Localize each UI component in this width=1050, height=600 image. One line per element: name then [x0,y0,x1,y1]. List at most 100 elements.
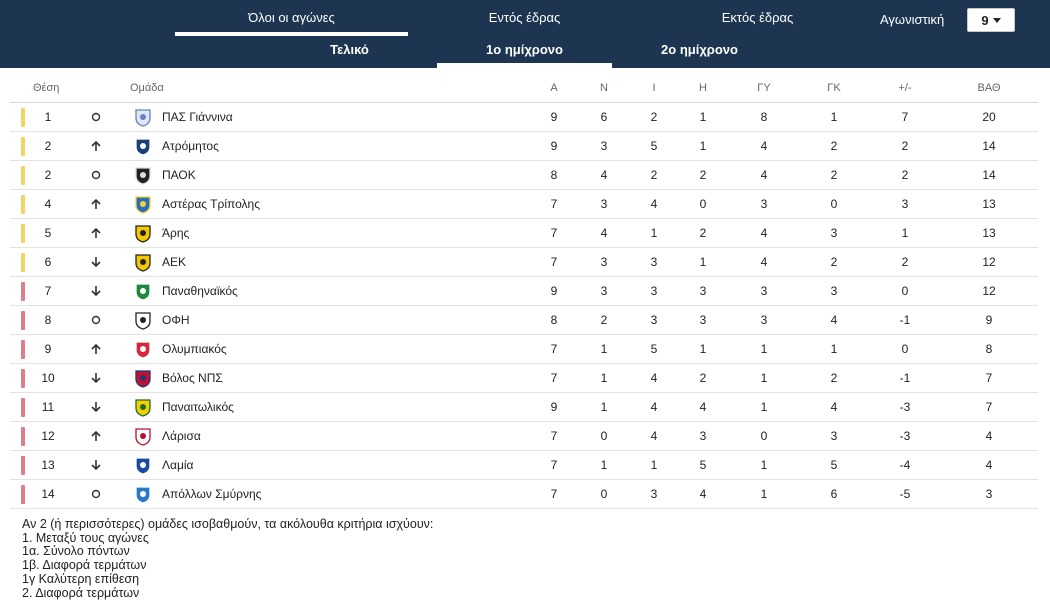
team-name[interactable]: ΑΕΚ [162,255,187,269]
team-name[interactable]: Αστέρας Τρίπολης [162,197,260,211]
losses-cell: 5 [699,458,707,472]
team-name[interactable]: Λάρισα [162,429,201,443]
team-name[interactable]: ΠΑΟΚ [162,168,196,182]
tab-home[interactable]: Εντός έδρας [488,10,561,25]
team-name[interactable]: Άρης [162,226,190,240]
table-row[interactable]: 9 Ολυμπιακός 7 1 5 1 1 1 0 8 [10,335,1038,364]
table-row[interactable]: 5 Άρης 7 4 1 2 4 3 1 13 [10,219,1038,248]
zone-indicator [21,398,25,417]
goal-diff-cell: 2 [901,139,909,153]
losses-cell: 3 [699,284,707,298]
points-cell: 14 [982,168,996,182]
goal-diff-cell: 2 [901,168,909,182]
paok-logo [132,165,154,185]
position-cell: 14 [41,487,55,501]
played-cell: 7 [550,458,558,472]
round-select[interactable]: 9 [967,8,1015,32]
position-cell: 11 [41,400,55,414]
wins-cell: 3 [600,197,608,211]
played-cell: 7 [550,371,558,385]
goals-for-cell: 4 [760,255,768,269]
played-cell: 7 [550,226,558,240]
wins-cell: 4 [600,226,608,240]
criteria-line: 1α. Σύνολο πόντων [22,544,130,559]
team-name[interactable]: Βόλος ΝΠΣ [162,371,223,385]
goals-against-cell: 0 [830,197,838,211]
draws-cell: 4 [650,371,658,385]
played-cell: 7 [550,197,558,211]
draws-cell: 2 [650,168,658,182]
team-name[interactable]: Παναθηναϊκός [162,284,238,298]
tab-second-half[interactable]: 2ο ημίχρονο [661,42,738,57]
position-cell: 7 [44,284,52,298]
goals-against-cell: 1 [830,110,838,124]
criteria-line: 1. Μεταξύ τους αγώνες [22,530,149,545]
team-name[interactable]: ΠΑΣ Γιάννινα [162,110,233,124]
draws-cell: 4 [650,400,658,414]
goals-for-cell: 4 [760,168,768,182]
losses-cell: 2 [699,371,707,385]
arrow-down-icon [88,283,104,299]
criteria-line: 2. Διαφορά τερμάτων [22,585,140,600]
no-change-icon [88,109,104,125]
table-row[interactable]: 14 Απόλλων Σμύρνης 7 0 3 4 1 6 -5 3 [10,480,1038,509]
table-row[interactable]: 7 Παναθηναϊκός 9 3 3 3 3 3 0 12 [10,277,1038,306]
wins-cell: 1 [600,371,608,385]
goals-against-cell: 4 [830,400,838,414]
zone-indicator [21,340,25,359]
goal-diff-cell: 3 [901,197,909,211]
table-row[interactable]: 10 Βόλος ΝΠΣ 7 1 4 2 1 2 -1 7 [10,364,1038,393]
zone-indicator [21,369,25,388]
wins-cell: 1 [600,400,608,414]
draws-cell: 5 [650,342,658,356]
arrow-up-icon [88,138,104,154]
goal-diff-cell: -1 [899,371,911,385]
table-row[interactable]: 13 Λαμία 7 1 1 5 1 5 -4 4 [10,451,1038,480]
table-row[interactable]: 6 ΑΕΚ 7 3 3 1 4 2 2 12 [10,248,1038,277]
team-name[interactable]: Απόλλων Σμύρνης [162,487,262,501]
no-change-icon [88,167,104,183]
team-name[interactable]: ΟΦΗ [162,313,190,327]
team-name[interactable]: Ολυμπιακός [162,342,227,356]
goals-for-cell: 1 [760,487,768,501]
goals-for-cell: 1 [760,458,768,472]
team-name[interactable]: Λαμία [162,458,194,472]
tab-final[interactable]: Τελικό [330,42,369,57]
criteria-line: 1γ Καλύτερη επίθεση [22,571,140,586]
points-cell: 13 [982,197,996,211]
table-row[interactable]: 12 Λάρισα 7 0 4 3 0 3 -3 4 [10,422,1038,451]
tab-all-matches-indicator [175,32,408,36]
header-losses: Η [699,82,707,94]
table-row[interactable]: 8 ΟΦΗ 8 2 3 3 3 4 -1 9 [10,306,1038,335]
table-row[interactable]: 2 ΠΑΟΚ 8 4 2 2 4 2 2 14 [10,161,1038,190]
position-cell: 6 [44,255,52,269]
table-row[interactable]: 11 Παναιτωλικός 9 1 4 4 1 4 -3 7 [10,393,1038,422]
team-name[interactable]: Ατρόμητος [162,139,219,153]
header-goals-for: ΓΥ [757,82,771,94]
pas-giannina-logo [132,107,154,127]
tab-away[interactable]: Εκτός έδρας [721,10,794,25]
header-wins: Ν [600,82,608,94]
tab-all-matches[interactable]: Όλοι οι αγώνες [248,10,335,25]
played-cell: 9 [550,139,558,153]
points-cell: 8 [985,342,993,356]
table-row[interactable]: 4 Αστέρας Τρίπολης 7 3 4 0 3 0 3 13 [10,190,1038,219]
no-change-icon [88,486,104,502]
goals-for-cell: 4 [760,139,768,153]
goals-against-cell: 2 [830,371,838,385]
apollon-smyrnis-logo [132,484,154,504]
table-header: Θέση Ομάδα Α Ν Ι Η ΓΥ ΓΚ +/- ΒΑΘ [10,76,1038,103]
table-row[interactable]: 2 Ατρόμητος 9 3 5 1 4 2 2 14 [10,132,1038,161]
goals-against-cell: 3 [830,226,838,240]
aris-logo [132,223,154,243]
tab-first-half[interactable]: 1ο ημίχρονο [486,42,563,57]
criteria-intro: Αν 2 (ή περισσότερες) ομάδες ισοβαθμούν,… [22,517,434,531]
table-row[interactable]: 1 ΠΑΣ Γιάννινα 9 6 2 1 8 1 7 20 [10,103,1038,132]
losses-cell: 2 [699,168,707,182]
wins-cell: 3 [600,284,608,298]
team-name[interactable]: Παναιτωλικός [162,400,234,414]
asteras-logo [132,194,154,214]
header-played: Α [550,82,558,94]
goals-against-cell: 3 [830,284,838,298]
goals-against-cell: 2 [830,168,838,182]
